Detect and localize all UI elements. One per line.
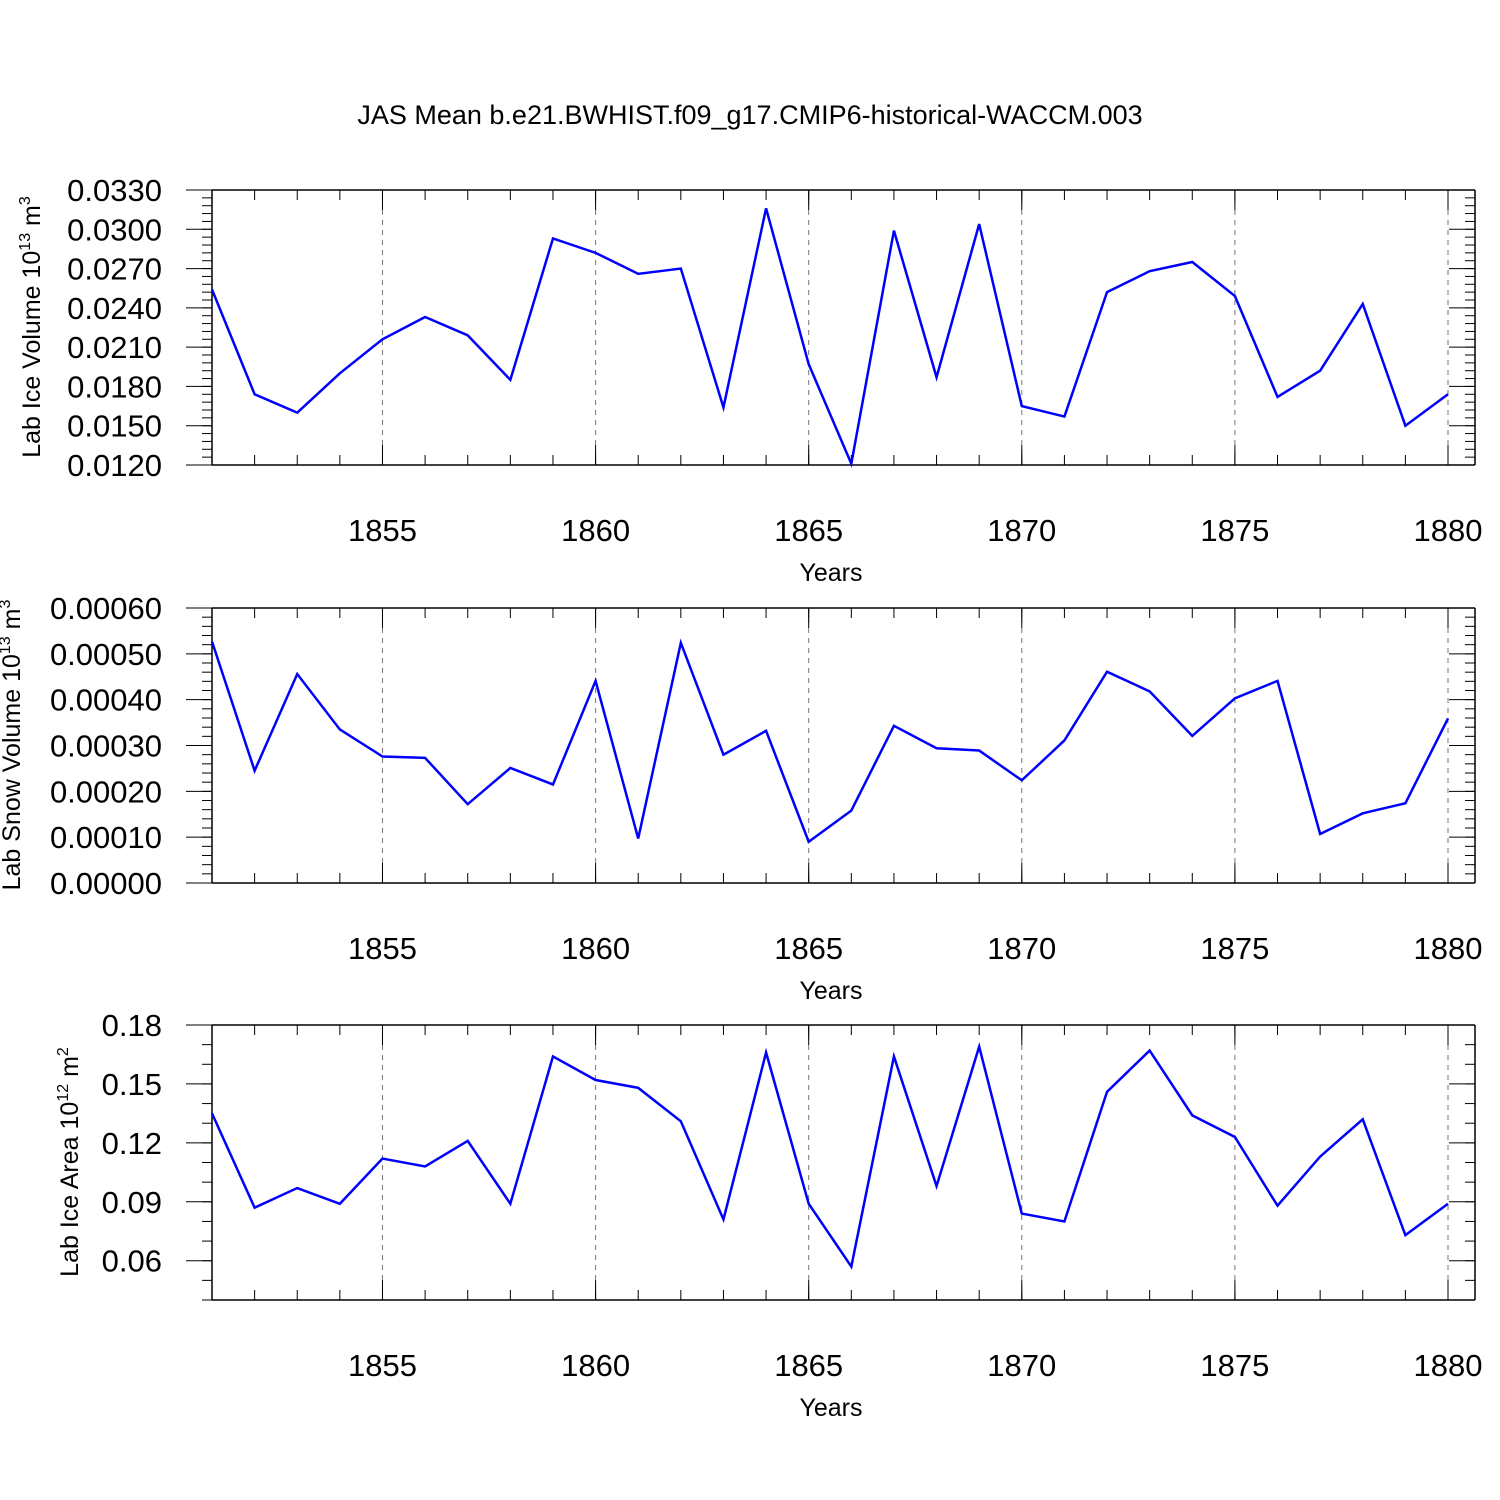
y-tick-label: 0.15: [102, 1067, 162, 1102]
x-tick-label: 1880: [1414, 931, 1483, 966]
y-tick-label: 0.00060: [50, 591, 162, 626]
snow-volume-panel: 0.00000 0.00010 0.00020 0.00030 0.00040 0.000…: [0, 591, 1482, 1005]
y-tick-label: 0.0180: [67, 369, 162, 404]
ice-volume-panel: 0.0120 0.0150 0.0180 0.0210 0.0240 0.0270 0.03…: [17, 173, 1482, 587]
x-tick-label: 1855: [348, 1348, 417, 1383]
y-tick-label: 0.0150: [67, 409, 162, 444]
y-tick-label: 0.0240: [67, 291, 162, 326]
y-tick-label: 0.0300: [67, 212, 162, 247]
y-tick-label: 0.12: [102, 1126, 162, 1161]
x-tick-label: 1875: [1200, 513, 1269, 548]
y-axis-label-ylabel-exp: 12: [55, 1084, 72, 1102]
y-axis-label-ylabel-unit: m: [18, 205, 46, 233]
x-tick-label: 1875: [1200, 1348, 1269, 1383]
y-axis-label-ylabel-unit: m: [0, 609, 26, 637]
x-tick-label: 1865: [774, 931, 843, 966]
x-tick-label: 1860: [561, 931, 630, 966]
y-axis-label-ylabel-exp: 13: [17, 233, 34, 251]
y-axis-label-ylabel-main: Lab Ice Area 10: [56, 1102, 84, 1277]
y-tick-label: 0.0210: [67, 330, 162, 365]
x-tick-label: 1860: [561, 1348, 630, 1383]
y-tick-label: 0.00050: [50, 637, 162, 672]
y-axis-label: Lab Snow Volume 1013 m3: [0, 600, 26, 891]
x-axis-label: Years: [799, 977, 862, 1005]
y-tick-label: 0.00030: [50, 729, 162, 764]
series-line: [210, 208, 1449, 468]
x-tick-label: 1875: [1200, 931, 1269, 966]
y-axis-label-ylabel-unit-exp: 2: [55, 1047, 72, 1056]
x-tick-label: 1865: [774, 1348, 843, 1383]
x-axis-label: Years: [799, 559, 862, 587]
series-line: [210, 1041, 1449, 1270]
y-tick-label: 0.18: [102, 1008, 162, 1043]
y-axis-label-ylabel-main: Lab Snow Volume 10: [0, 654, 26, 890]
y-tick-label: 0.00010: [50, 820, 162, 855]
ice-area-panel: 0.06 0.09 0.12 0.15 0.18 1855 1860 1865 1870 1875…: [55, 1008, 1482, 1422]
y-tick-label: 0.09: [102, 1185, 162, 1220]
y-tick-label: 0.00040: [50, 683, 162, 718]
y-tick-label: 0.06: [102, 1244, 162, 1279]
y-tick-label: 0.0330: [67, 173, 162, 208]
x-tick-label: 1880: [1414, 513, 1483, 548]
y-tick-label: 0.0120: [67, 448, 162, 483]
x-tick-label: 1855: [348, 931, 417, 966]
x-tick-label: 1865: [774, 513, 843, 548]
x-tick-label: 1870: [987, 1348, 1056, 1383]
x-tick-label: 1880: [1414, 1348, 1483, 1383]
x-tick-label: 1855: [348, 513, 417, 548]
y-axis-label-ylabel-unit: m: [56, 1056, 84, 1084]
series-line: [210, 638, 1450, 844]
x-tick-label: 1870: [987, 931, 1056, 966]
y-axis-label: Lab Ice Volume 1013 m3: [17, 196, 46, 458]
x-tick-label: 1870: [987, 513, 1056, 548]
y-axis-label-ylabel-exp: 13: [0, 636, 14, 654]
y-tick-label: 0.00000: [50, 866, 162, 901]
x-tick-label: 1860: [561, 513, 630, 548]
figure-title: JAS Mean b.e21.BWHIST.f09_g17.CMIP6-hist…: [357, 100, 1143, 130]
y-axis-label: Lab Ice Area 1012 m2: [55, 1047, 84, 1277]
x-axis-label: Years: [799, 1394, 862, 1422]
y-axis-label-ylabel-unit-exp: 3: [17, 196, 34, 205]
y-tick-label: 0.00020: [50, 774, 162, 809]
y-axis-label-ylabel-unit-exp: 3: [0, 600, 14, 609]
y-axis-label-ylabel-main: Lab Ice Volume 10: [18, 251, 46, 458]
y-tick-label: 0.0270: [67, 252, 162, 287]
